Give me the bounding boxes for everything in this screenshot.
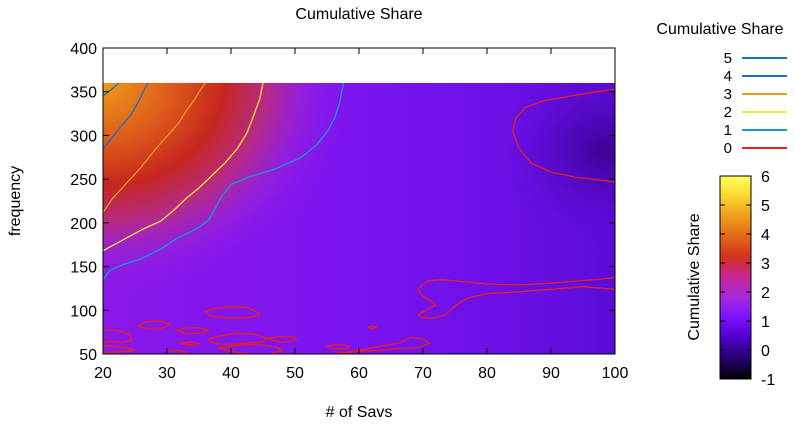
x-tick-label: 60 <box>350 365 368 382</box>
colorbar-ticks: -1 0 1 2 3 4 5 6 <box>720 169 775 389</box>
contour-level-0-6 <box>417 277 615 319</box>
colorbar-tick-label: 4 <box>761 227 770 244</box>
y-axis-ticks: 50 100 150 200 250 300 350 400 <box>70 41 615 364</box>
contour-level-0-18 <box>333 336 431 354</box>
colorbar-tick-label: 3 <box>761 256 770 273</box>
x-axis-label: # of Savs <box>326 404 393 421</box>
contour-level-0-14 <box>218 343 283 354</box>
x-axis-ticks: 20 30 40 50 60 70 80 90 100 <box>94 48 628 382</box>
x-tick-label: 50 <box>286 365 304 382</box>
colorbar-tick-label: 0 <box>761 343 770 360</box>
contour-level-0-7 <box>204 306 261 319</box>
y-tick-label: 200 <box>70 216 97 233</box>
contour-level-0-16 <box>166 349 187 354</box>
contour-lines <box>103 82 615 354</box>
legend-label-1: 1 <box>724 122 732 139</box>
x-tick-label: 40 <box>222 365 240 382</box>
y-tick-label: 100 <box>70 303 97 320</box>
y-tick-label: 250 <box>70 172 97 189</box>
legend-label-4: 4 <box>724 68 732 85</box>
legend-label-2: 2 <box>724 104 732 121</box>
colorbar-tick-label: 2 <box>761 285 770 302</box>
y-tick-label: 50 <box>79 347 97 364</box>
contour-level-3-2 <box>103 82 206 213</box>
contour-level-2-3 <box>103 82 264 252</box>
contour-level-0-10 <box>103 328 133 344</box>
contour-level-0-19 <box>367 325 378 330</box>
colorbar-tick-label: -1 <box>761 372 775 389</box>
heatmap-surface <box>103 82 615 354</box>
x-tick-label: 30 <box>158 365 176 382</box>
colorbar: -1 0 1 2 3 4 5 6 Cumulative Share <box>686 169 775 389</box>
contour-level-0-11 <box>103 344 136 353</box>
y-tick-label: 300 <box>70 128 97 145</box>
legend-label-5: 5 <box>724 50 732 67</box>
contour-level-1-4 <box>103 82 345 281</box>
colorbar-tick-label: 5 <box>761 198 770 215</box>
y-tick-label: 150 <box>70 260 97 277</box>
legend-label-0: 0 <box>724 140 732 157</box>
contour-level-0-5 <box>511 88 615 183</box>
colorbar-tick-label: 1 <box>761 314 770 331</box>
contour-level-5-0 <box>103 82 120 97</box>
y-tick-label: 350 <box>70 85 97 102</box>
contour-level-0-12 <box>179 341 200 346</box>
contour-level-0-13 <box>207 332 267 346</box>
colorbar-tick-label: 6 <box>761 169 770 186</box>
y-tick-label: 400 <box>70 41 97 58</box>
contour-level-0-15 <box>265 335 297 344</box>
y-axis-label: frequency <box>7 166 24 236</box>
x-tick-label: 100 <box>602 365 629 382</box>
contour-level-4-1 <box>103 82 149 149</box>
contour-level-0-17 <box>326 343 351 350</box>
legend-title: Cumulative Share <box>656 21 783 38</box>
heat-cool-region <box>103 82 615 354</box>
chart-title: Cumulative Share <box>295 6 422 23</box>
x-tick-label: 20 <box>94 365 112 382</box>
x-tick-label: 80 <box>478 365 496 382</box>
x-tick-label: 70 <box>414 365 432 382</box>
contour-level-0-9 <box>175 327 210 335</box>
contour-level-0-8 <box>137 320 171 331</box>
legend-label-3: 3 <box>724 86 732 103</box>
colorbar-gradient <box>719 175 752 380</box>
colorbar-label: Cumulative Share <box>686 213 703 340</box>
x-tick-label: 90 <box>542 365 560 382</box>
